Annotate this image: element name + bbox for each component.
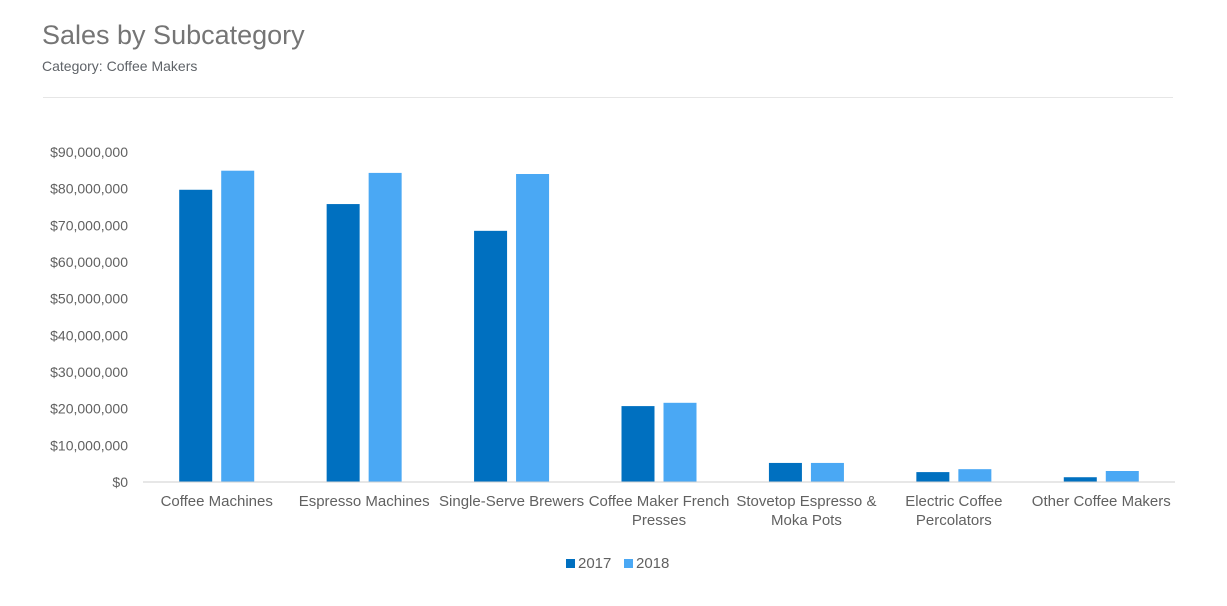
bar-2018[interactable] xyxy=(1105,471,1139,482)
y-tick-label: $20,000,000 xyxy=(50,401,128,417)
y-tick-label: $30,000,000 xyxy=(50,364,128,380)
x-axis-labels: Coffee Machines Espresso Machines Single-S… xyxy=(161,493,1171,529)
y-tick-label: $0 xyxy=(112,474,128,490)
bar-2017[interactable] xyxy=(916,472,950,482)
bar-2018[interactable] xyxy=(368,172,402,482)
legend: 2017 2018 xyxy=(566,555,669,572)
y-tick-label: $10,000,000 xyxy=(50,437,128,453)
bar-2017[interactable] xyxy=(1063,477,1097,482)
bar-2018[interactable] xyxy=(958,469,992,482)
y-tick-label: $80,000,000 xyxy=(50,181,128,197)
bar-2018[interactable] xyxy=(221,170,255,482)
x-category-label: Stovetop Espresso & Moka Pots xyxy=(736,493,876,529)
chart-subtitle: Category: Coffee Makers xyxy=(42,58,198,74)
y-tick-label: $90,000,000 xyxy=(50,144,128,160)
chart-title: Sales by Subcategory xyxy=(42,20,305,50)
x-category-label: Electric Coffee Percolators xyxy=(905,493,1002,529)
y-axis-labels: $0 $10,000,000 $20,000,000 $30,000,000 $40,0… xyxy=(50,144,128,490)
y-tick-label: $40,000,000 xyxy=(50,327,128,343)
x-category-label: Coffee Maker French Presses xyxy=(589,493,730,529)
legend-label: 2018 xyxy=(636,555,669,572)
bar-2017[interactable] xyxy=(474,230,508,482)
bar-2017[interactable] xyxy=(768,462,802,482)
legend-swatch xyxy=(624,559,633,568)
bar-2017[interactable] xyxy=(621,406,655,482)
x-category-label: Single-Serve Brewers xyxy=(439,493,584,510)
bars xyxy=(179,170,1139,483)
bar-2017[interactable] xyxy=(179,189,213,482)
x-category-label: Other Coffee Makers xyxy=(1032,493,1171,510)
x-category-label: Coffee Machines xyxy=(161,493,273,510)
legend-label: 2017 xyxy=(578,555,611,572)
y-tick-label: $50,000,000 xyxy=(50,291,128,307)
header-divider xyxy=(43,97,1173,98)
x-category-label: Espresso Machines xyxy=(299,493,430,510)
bar-2018[interactable] xyxy=(516,174,550,482)
y-tick-label: $70,000,000 xyxy=(50,217,128,233)
bar-2017[interactable] xyxy=(326,204,360,483)
legend-swatch xyxy=(566,559,575,568)
y-tick-label: $60,000,000 xyxy=(50,254,128,270)
bar-2018[interactable] xyxy=(810,462,844,482)
bar-2018[interactable] xyxy=(663,402,697,482)
